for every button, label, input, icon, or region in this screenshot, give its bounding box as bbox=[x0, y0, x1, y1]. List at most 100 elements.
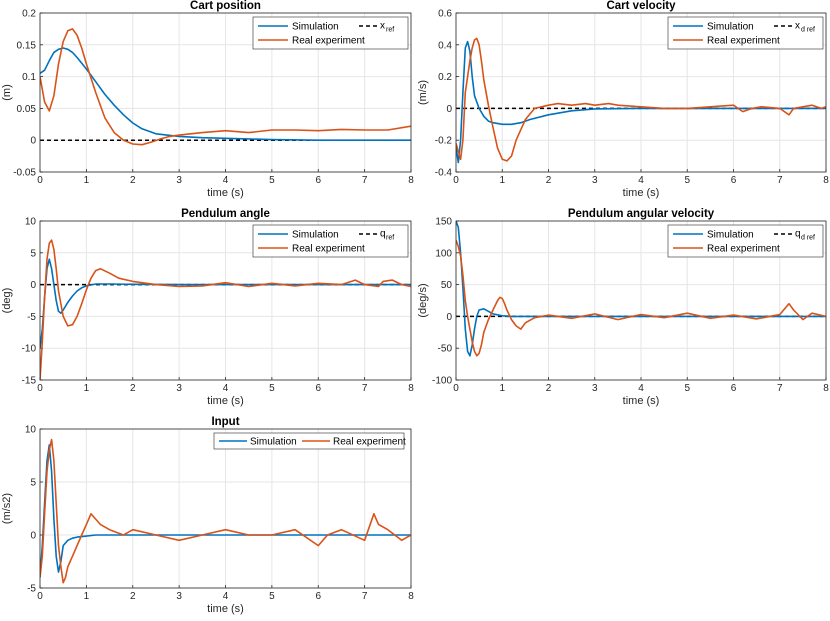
x-axis-label: time (s) bbox=[623, 395, 660, 407]
y-tick-label: 5 bbox=[30, 478, 36, 489]
series-simulation-line bbox=[40, 47, 411, 141]
y-tick-label: -0.05 bbox=[13, 168, 36, 179]
series-group bbox=[40, 28, 411, 146]
y-tick-label: -5 bbox=[27, 312, 36, 323]
x-tick-label: 6 bbox=[731, 383, 737, 394]
y-tick-label: 5 bbox=[30, 248, 36, 259]
x-tick-label: 2 bbox=[130, 591, 136, 602]
x-tick-label: 0 bbox=[37, 175, 43, 186]
x-tick-label: 5 bbox=[269, 383, 275, 394]
legend-experiment-label: Real experiment bbox=[707, 244, 780, 255]
legend: Simulation Real experiment x ref bbox=[252, 16, 409, 50]
x-tick-label: 2 bbox=[130, 175, 136, 186]
y-tick-label: 10 bbox=[25, 425, 37, 436]
y-tick-label: -50 bbox=[438, 344, 453, 355]
y-tick-label: -100 bbox=[432, 376, 452, 387]
y-axis-label: (m/s2) bbox=[1, 493, 13, 524]
x-tick-label: 8 bbox=[408, 591, 414, 602]
series-group bbox=[40, 239, 411, 380]
legend-experiment-label: Real experiment bbox=[707, 36, 780, 47]
chart-title: Cart velocity bbox=[606, 0, 676, 12]
legend-simulation-label: Simulation bbox=[707, 22, 754, 33]
x-tick-label: 6 bbox=[315, 175, 321, 186]
x-axis-label: time (s) bbox=[207, 395, 244, 407]
x-tick-label: 8 bbox=[823, 383, 829, 394]
x-tick-label: 1 bbox=[84, 383, 90, 394]
x-tick-label: 0 bbox=[453, 175, 459, 186]
legend: Simulation Real experiment bbox=[213, 432, 406, 450]
x-tick-label: 8 bbox=[408, 383, 414, 394]
legend: Simulation Real experiment q ref bbox=[252, 224, 409, 258]
y-tick-label: 0.1 bbox=[22, 72, 36, 83]
x-tick-label: 2 bbox=[130, 383, 136, 394]
x-tick-label: 7 bbox=[362, 383, 368, 394]
legend-simulation-label: Simulation bbox=[707, 230, 754, 241]
x-tick-label: 1 bbox=[499, 175, 505, 186]
x-tick-label: 4 bbox=[638, 383, 644, 394]
x-tick-label: 1 bbox=[499, 383, 505, 394]
axes-box bbox=[455, 12, 827, 173]
series-experiment-line bbox=[456, 239, 826, 357]
x-tick-label: 1 bbox=[84, 175, 90, 186]
x-tick-label: 3 bbox=[592, 175, 598, 186]
y-axis-label: (deg/s) bbox=[417, 283, 429, 317]
y-tick-label: -5 bbox=[27, 584, 36, 595]
series-experiment-line bbox=[40, 438, 411, 584]
axes-box bbox=[39, 220, 412, 381]
y-tick-label: 0.2 bbox=[438, 72, 452, 83]
x-tick-label: 5 bbox=[684, 175, 690, 186]
chart-title: Input bbox=[211, 416, 239, 428]
y-tick-label: 0 bbox=[30, 136, 36, 147]
legend-reference-label: x bbox=[380, 21, 385, 32]
x-tick-label: 4 bbox=[223, 175, 229, 186]
series-group bbox=[456, 37, 826, 164]
legend-reference-subscript: d ref bbox=[801, 235, 815, 242]
y-tick-label: 0 bbox=[30, 531, 36, 542]
y-axis-label: (deg) bbox=[1, 288, 13, 314]
y-axis-label: (m/s) bbox=[417, 80, 429, 105]
x-tick-label: 3 bbox=[176, 591, 182, 602]
y-tick-label: 100 bbox=[435, 248, 452, 259]
y-tick-label: -15 bbox=[22, 376, 37, 387]
x-tick-label: 0 bbox=[37, 591, 43, 602]
series-group bbox=[40, 438, 411, 584]
y-tick-label: 10 bbox=[25, 217, 37, 228]
x-tick-label: 4 bbox=[223, 383, 229, 394]
x-tick-label: 6 bbox=[315, 383, 321, 394]
series-experiment-line bbox=[40, 239, 411, 380]
legend-box bbox=[667, 224, 824, 258]
y-tick-label: -10 bbox=[22, 344, 37, 355]
x-tick-label: 7 bbox=[362, 591, 368, 602]
legend-simulation-label: Simulation bbox=[250, 437, 297, 448]
legend-simulation-label: Simulation bbox=[292, 230, 339, 241]
series-group bbox=[456, 221, 826, 357]
legend-box bbox=[667, 16, 824, 50]
x-tick-label: 4 bbox=[223, 591, 229, 602]
legend-experiment-label: Real experiment bbox=[333, 437, 406, 448]
x-tick-label: 8 bbox=[408, 175, 414, 186]
legend-box bbox=[252, 224, 409, 258]
y-tick-label: 0.4 bbox=[438, 40, 452, 51]
subplot-pendulum-angular-velocity: 0 1 2 3 4 5 6 7 8 -100 -50 0 50 100 150 Pendulum angula… bbox=[417, 208, 829, 407]
x-tick-label: 2 bbox=[546, 175, 552, 186]
legend-experiment-label: Real experiment bbox=[292, 244, 365, 255]
x-tick-label: 6 bbox=[315, 591, 321, 602]
series-experiment-line bbox=[40, 28, 411, 146]
x-tick-label: 7 bbox=[777, 383, 783, 394]
y-tick-label: 0 bbox=[30, 280, 36, 291]
series-simulation-line bbox=[40, 258, 411, 349]
x-tick-label: 7 bbox=[362, 175, 368, 186]
y-tick-label: 0 bbox=[446, 312, 452, 323]
x-tick-label: 3 bbox=[176, 383, 182, 394]
series-simulation-line bbox=[40, 444, 411, 578]
x-axis-label: time (s) bbox=[207, 603, 244, 615]
legend-reference-label: x bbox=[795, 21, 800, 32]
legend-simulation-label: Simulation bbox=[292, 22, 339, 33]
y-tick-label: 50 bbox=[441, 280, 453, 291]
x-tick-label: 2 bbox=[546, 383, 552, 394]
x-tick-label: 0 bbox=[453, 383, 459, 394]
x-tick-label: 5 bbox=[269, 591, 275, 602]
legend-reference-label: q bbox=[380, 229, 386, 240]
